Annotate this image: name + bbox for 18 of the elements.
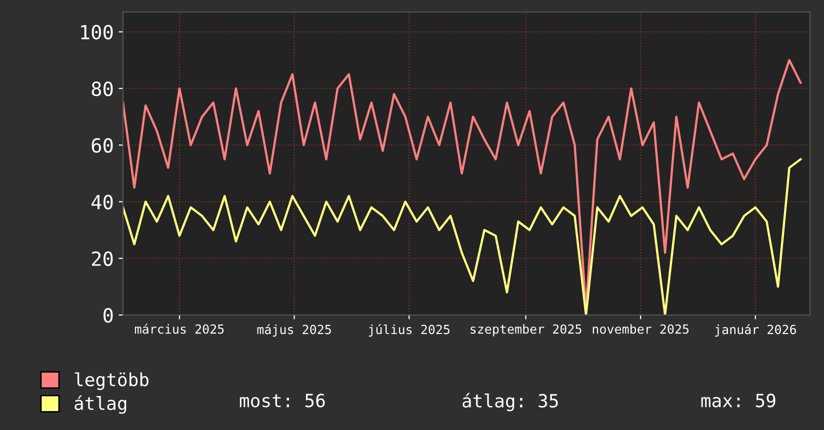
legend-label: átlag — [74, 395, 126, 414]
legend-label: legtöbb — [74, 372, 148, 390]
y-tick-label: 20 — [92, 251, 113, 266]
text: max: 59 — [701, 394, 776, 408]
x-tick-label: május 2025 — [257, 324, 331, 337]
x-tick-label: január 2026 — [715, 324, 796, 337]
x-tick-label: szeptember 2025 — [470, 324, 582, 336]
x-tick-label: november 2025 — [592, 324, 689, 334]
x-tick-label: július 2025 — [368, 324, 450, 337]
line-series — [123, 158, 802, 315]
text: átlag: 35 — [462, 392, 558, 412]
y-tick-label: 60 — [92, 138, 113, 153]
y-tick-label: 100 — [81, 24, 113, 40]
x-tick-label: március 2025 — [134, 324, 224, 334]
y-tick-label: 80 — [92, 81, 113, 96]
y-tick-label: 40 — [92, 194, 113, 210]
text: most: 56 — [240, 394, 325, 408]
y-tick-label: 0 — [104, 308, 113, 323]
